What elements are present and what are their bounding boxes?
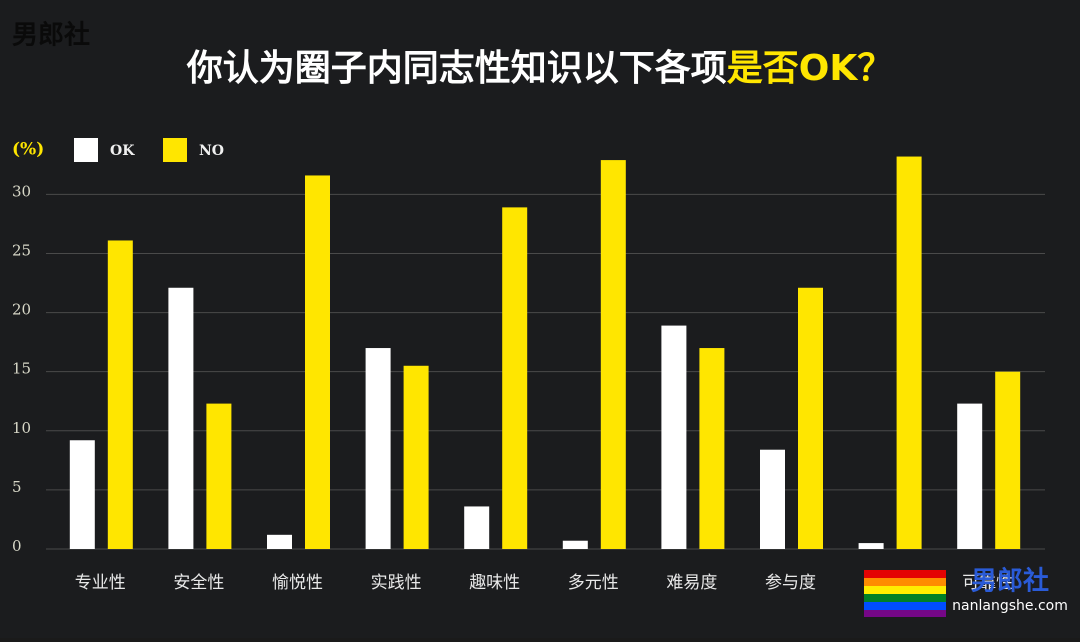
bar bbox=[69, 440, 95, 549]
bar bbox=[858, 543, 884, 549]
y-tick-label: 30 bbox=[12, 182, 31, 200]
bar bbox=[798, 287, 823, 549]
rainbow-stripe bbox=[864, 602, 946, 610]
rainbow-stripe bbox=[864, 586, 946, 594]
bar bbox=[365, 348, 391, 549]
bar bbox=[760, 449, 785, 549]
bar bbox=[267, 534, 292, 549]
rainbow-stripe bbox=[864, 570, 946, 578]
legend-label: NO bbox=[199, 143, 224, 159]
bar bbox=[562, 540, 588, 549]
legend-label: OK bbox=[110, 143, 135, 159]
bar bbox=[896, 156, 922, 549]
x-tick-label: 实践性 bbox=[371, 573, 422, 593]
y-tick-label: 15 bbox=[12, 360, 31, 378]
x-tick-label: 专业性 bbox=[75, 573, 126, 593]
y-tick-label: 20 bbox=[12, 301, 31, 319]
bar bbox=[206, 403, 232, 549]
x-tick-label: 愉悦性 bbox=[272, 573, 323, 593]
bar bbox=[957, 403, 983, 549]
bar bbox=[995, 371, 1021, 549]
rainbow-stripe bbox=[864, 610, 946, 617]
x-tick-label: 安全性 bbox=[173, 573, 224, 593]
bar bbox=[305, 175, 330, 549]
x-tick-label: 可靠性 bbox=[962, 573, 1013, 593]
x-tick-label: 参与度 bbox=[765, 573, 816, 593]
rainbow-stripe bbox=[864, 594, 946, 602]
bar bbox=[168, 287, 194, 549]
watermark-name: 男郎社 bbox=[971, 566, 1049, 597]
bar bbox=[661, 325, 687, 549]
bar bbox=[464, 506, 490, 549]
watermark: 男郎社 nanlangshe.com bbox=[864, 566, 1068, 617]
rainbow-stripe bbox=[864, 578, 946, 586]
title-emphasis: 是否OK？ bbox=[727, 48, 894, 89]
y-tick-label: 5 bbox=[12, 478, 22, 496]
bar bbox=[600, 160, 626, 550]
bar bbox=[699, 348, 725, 549]
x-tick-label: 趣味性 bbox=[469, 573, 520, 593]
y-tick-label: 0 bbox=[12, 537, 22, 555]
chart-title: 你认为圈子内同志性知识以下各项是否OK？ bbox=[186, 48, 894, 89]
bar bbox=[107, 240, 133, 550]
watermark-url: nanlangshe.com bbox=[952, 598, 1068, 614]
bar bbox=[403, 365, 429, 549]
x-tick-label: 多元性 bbox=[568, 573, 619, 593]
logo: 男郎社 bbox=[12, 20, 90, 51]
y-axis-label: (%) bbox=[12, 140, 44, 160]
y-tick-label: 10 bbox=[12, 419, 31, 437]
y-tick-label: 25 bbox=[12, 241, 31, 259]
legend-swatch bbox=[163, 138, 187, 162]
bar bbox=[502, 207, 528, 550]
title-main: 你认为圈子内同志性知识以下各项 bbox=[186, 48, 727, 89]
x-tick-label: 难易度 bbox=[666, 573, 717, 593]
legend-swatch bbox=[74, 138, 98, 162]
